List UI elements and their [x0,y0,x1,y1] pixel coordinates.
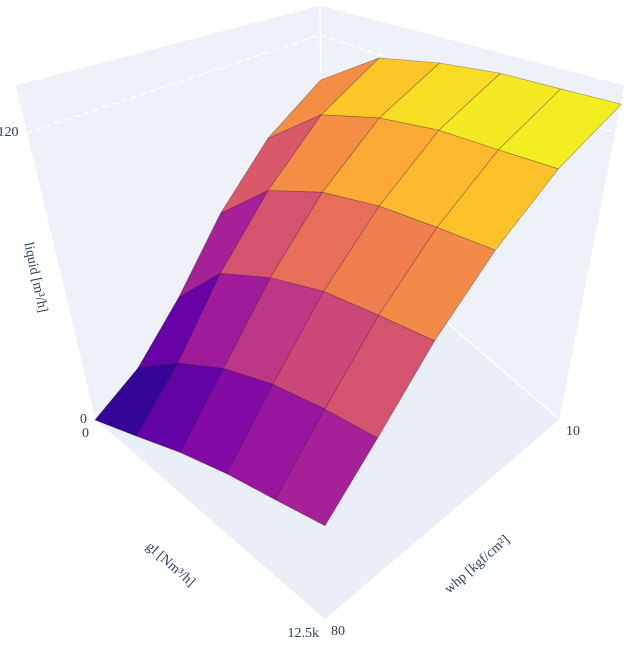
grid-line [14,84,96,421]
z-tick-label: 120 [0,125,18,140]
x-tick-label: 12.5k [288,626,320,641]
surface-patch [274,408,378,527]
grid-line [324,419,561,621]
x-tick-label: 0 [82,426,89,441]
y-tick-label: 80 [331,624,345,639]
grid-line [94,419,326,621]
z-tick-label: 0 [80,412,87,427]
x-axis-title: gl [Nm³/h] [143,540,198,591]
y-axis-title: whp [kgf/cm²] [442,533,513,597]
grid-line [26,34,321,134]
grid-line [559,84,626,421]
surface [94,57,622,527]
z-axis-title: liquid [m³/h] [21,241,51,314]
y-tick-label: 10 [566,424,580,439]
